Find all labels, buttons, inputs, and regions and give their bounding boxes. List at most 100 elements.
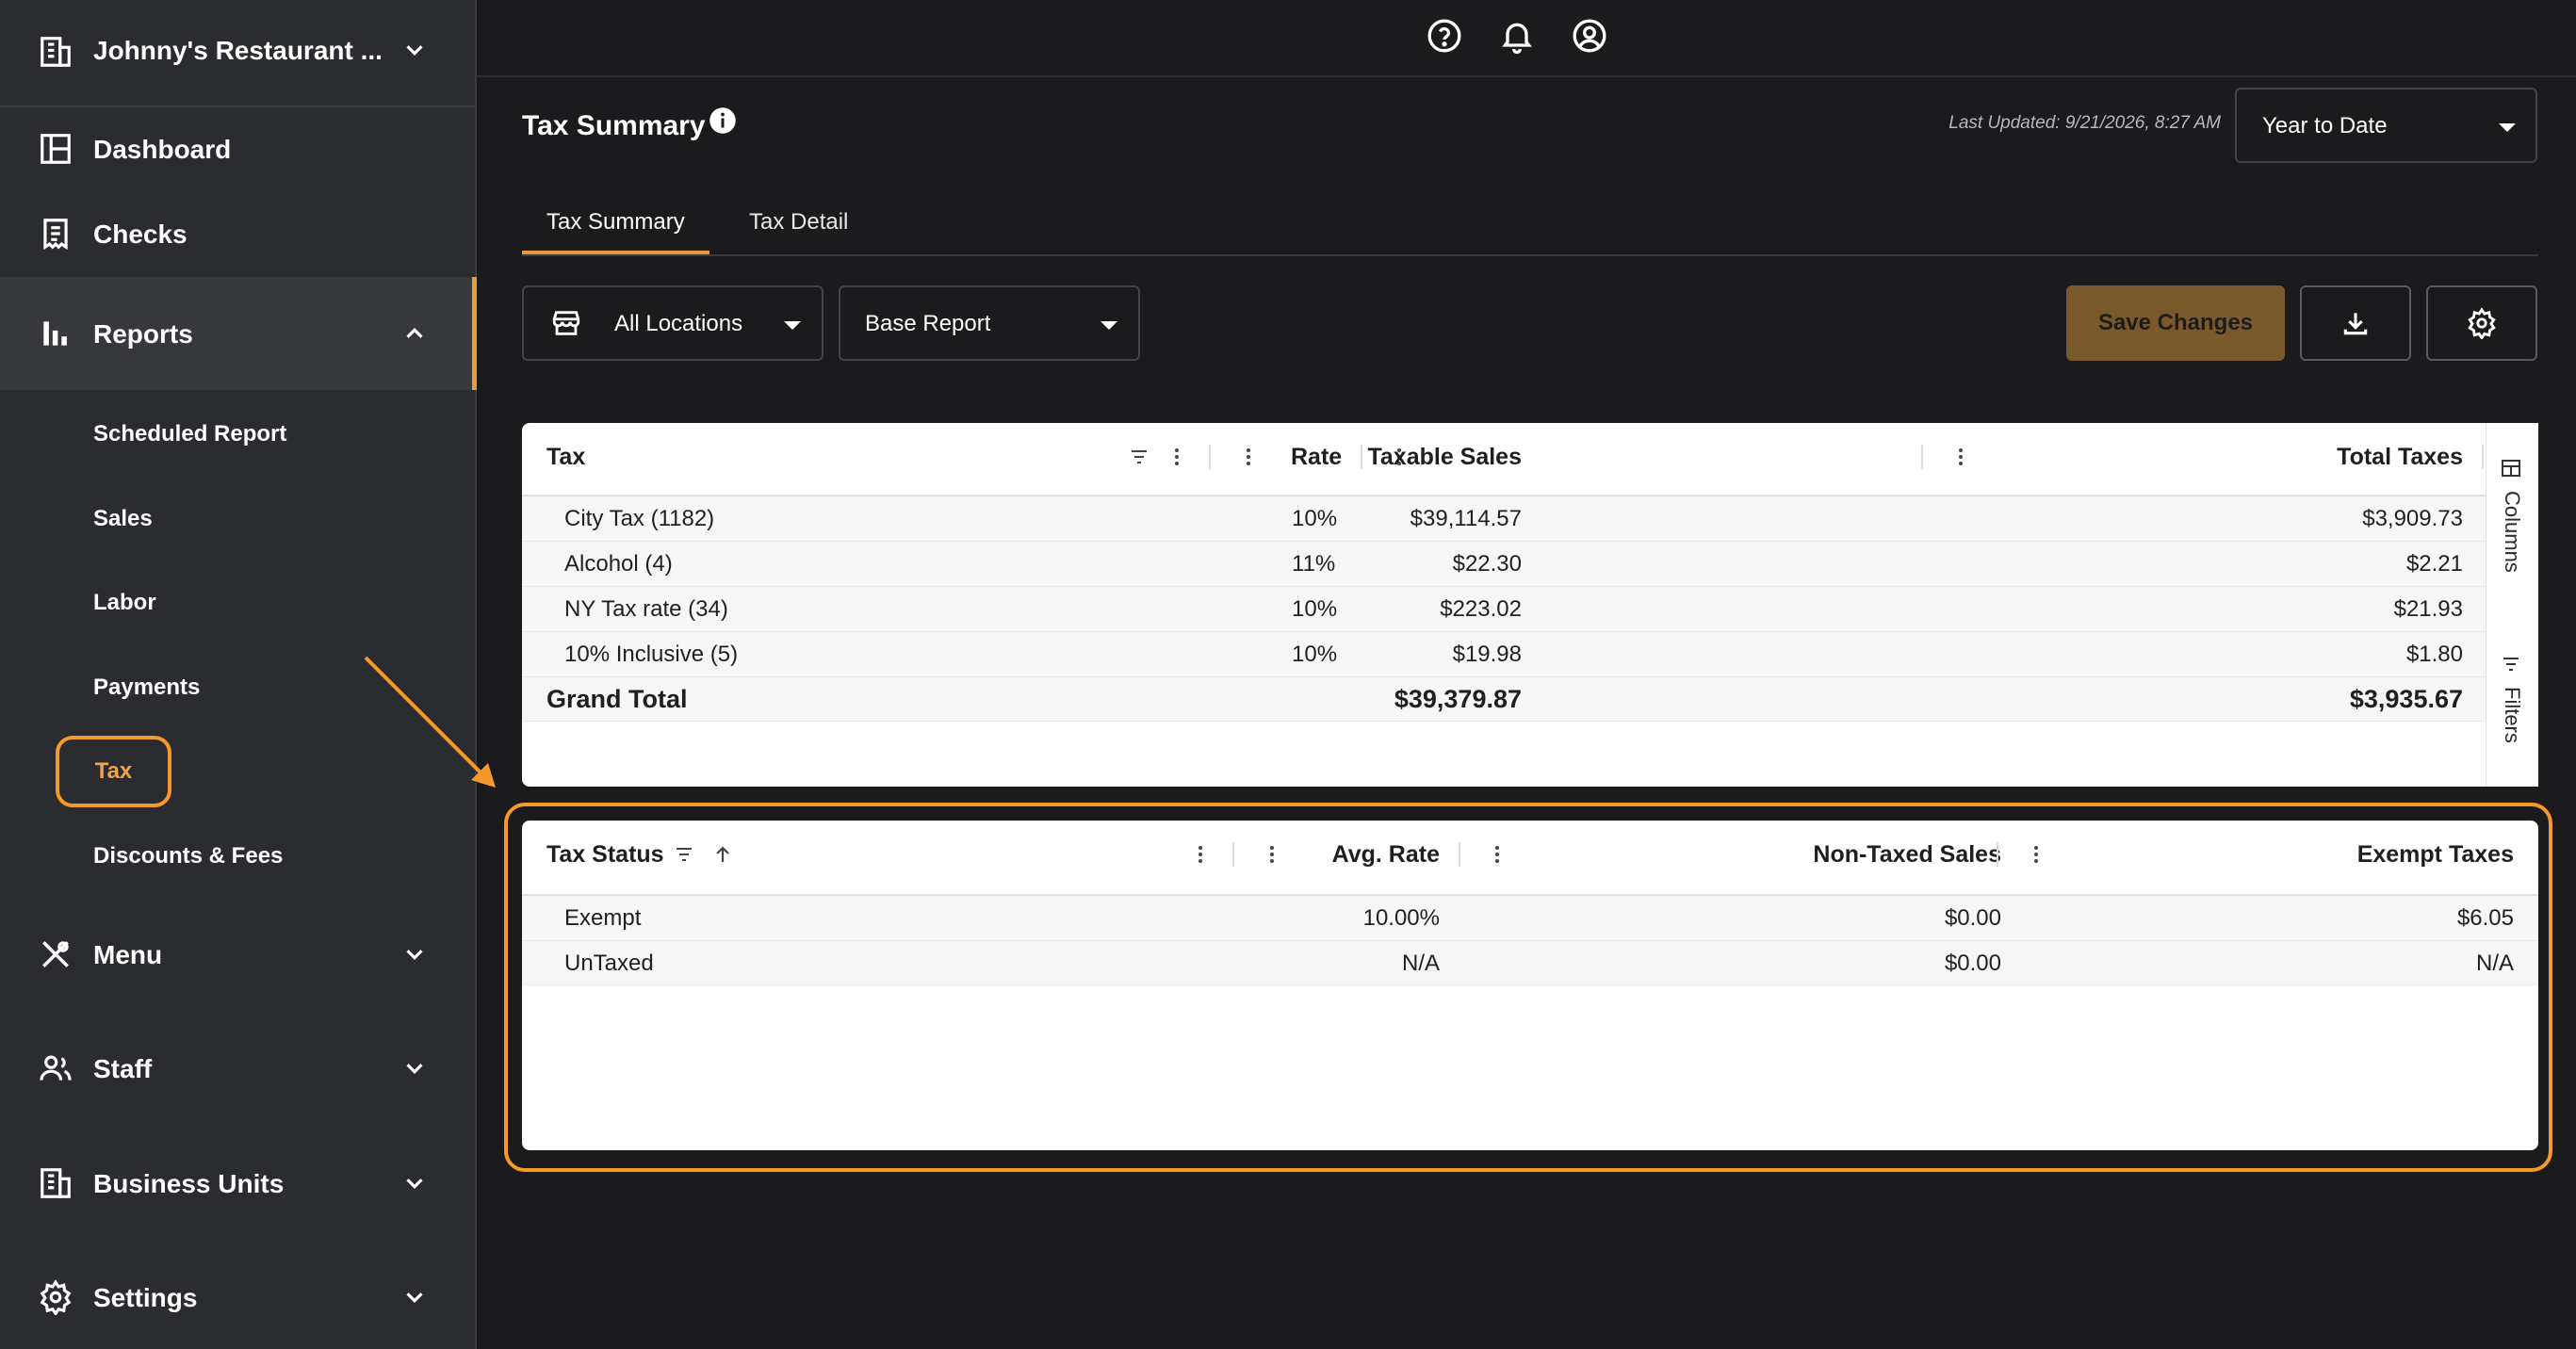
date-range-select[interactable]: Year to Date — [2235, 88, 2537, 163]
column-header-avg-rate[interactable]: Avg. Rate — [1331, 841, 1440, 868]
help-icon[interactable] — [1426, 17, 1463, 55]
sidebar-item-menu[interactable]: Menu — [0, 928, 475, 981]
last-updated-text: Last Updated: 9/21/2026, 8:27 AM — [1948, 113, 2221, 133]
tax-table: Tax Rate Taxable Sales Total Taxes City … — [522, 423, 2538, 787]
chevron-down-icon[interactable] — [400, 36, 429, 64]
cell-total-taxes: $21.93 — [2393, 596, 2463, 622]
header-divider — [522, 495, 2486, 496]
cell-tax-name: NY Tax rate (34) — [564, 596, 728, 622]
table-row[interactable]: UnTaxed N/A $0.00 N/A — [522, 940, 2538, 985]
sidebar-item-label: Checks — [93, 219, 187, 249]
sidebar-subitem-scheduled-report[interactable]: Scheduled Report — [93, 421, 287, 447]
chevron-down-icon[interactable] — [400, 1054, 429, 1082]
column-separator[interactable] — [1232, 842, 1234, 867]
column-menu-icon[interactable] — [1396, 446, 1402, 468]
column-header-total-taxes[interactable]: Total Taxes — [2337, 444, 2463, 470]
column-separator[interactable] — [1997, 842, 1998, 867]
column-separator[interactable] — [2482, 445, 2484, 469]
cell-non-taxed-sales: $0.00 — [1944, 905, 2001, 931]
org-name: Johnny's Restaurant ... — [93, 36, 383, 65]
cell-tax-name: City Tax (1182) — [564, 506, 715, 531]
cell-taxable-sales: $22.30 — [1452, 551, 1522, 577]
table-row[interactable]: City Tax (1182) 10% $39,114.57 $3,909.73 — [522, 496, 2486, 541]
filter-icon[interactable] — [673, 843, 695, 866]
gear-icon — [38, 1279, 73, 1315]
sidebar-item-staff[interactable]: Staff — [0, 1042, 475, 1095]
info-icon[interactable] — [709, 106, 737, 135]
cell-avg-rate: N/A — [1401, 951, 1440, 976]
column-separator[interactable] — [1209, 445, 1211, 469]
column-menu-icon[interactable] — [1494, 843, 1500, 866]
column-header-tax[interactable]: Tax — [546, 444, 586, 470]
column-menu-icon[interactable] — [1269, 843, 1275, 866]
tab-tax-detail[interactable]: Tax Detail — [749, 209, 849, 235]
download-icon — [2340, 308, 2371, 338]
location-select[interactable]: All Locations — [522, 285, 823, 361]
download-button[interactable] — [2300, 285, 2411, 361]
column-header-tax-status[interactable]: Tax Status — [546, 841, 664, 868]
sidebar-item-settings[interactable]: Settings — [0, 1271, 475, 1324]
table-row[interactable]: Alcohol (4) 11% $22.30 $2.21 — [522, 541, 2486, 586]
save-changes-button[interactable]: Save Changes — [2066, 285, 2285, 361]
sidebar-subitem-tax[interactable]: Tax — [56, 736, 171, 807]
org-switcher[interactable]: Johnny's Restaurant ... — [0, 0, 475, 107]
highlight-box — [504, 803, 2552, 1172]
sidebar-item-reports[interactable]: Reports — [0, 277, 477, 390]
chevron-down-icon[interactable] — [400, 1169, 429, 1197]
table-row[interactable]: NY Tax rate (34) 10% $223.02 $21.93 — [522, 586, 2486, 631]
chevron-down-icon[interactable] — [400, 1283, 429, 1311]
column-menu-icon[interactable] — [1246, 446, 1251, 468]
store-icon — [550, 307, 582, 339]
sidebar-item-label: Dashboard — [93, 135, 232, 164]
cell-total-taxes: $2.21 — [2405, 551, 2463, 577]
cell-tax-status: Exempt — [564, 905, 642, 931]
bell-icon[interactable] — [1498, 17, 1536, 55]
report-type-select[interactable]: Base Report — [839, 285, 1140, 361]
cell-taxable-sales: $223.02 — [1440, 596, 1522, 622]
sidebar-item-business-units[interactable]: Business Units — [0, 1157, 475, 1210]
column-header-exempt-taxes[interactable]: Exempt Taxes — [2356, 841, 2514, 868]
cell-exempt-taxes: N/A — [2475, 951, 2514, 976]
cell-tax-status: UnTaxed — [564, 951, 654, 976]
sidebar-item-dashboard[interactable]: Dashboard — [0, 122, 475, 175]
table-row[interactable]: Exempt 10.00% $0.00 $6.05 — [522, 895, 2538, 940]
column-header-non-taxed-sales[interactable]: Non-Taxed Sales — [1813, 841, 2001, 868]
sort-ascending-icon[interactable] — [711, 843, 734, 866]
column-separator[interactable] — [1361, 445, 1362, 469]
chevron-down-icon[interactable] — [400, 940, 429, 968]
location-value: All Locations — [614, 311, 743, 336]
column-menu-icon[interactable] — [1174, 446, 1180, 468]
account-icon[interactable] — [1571, 17, 1608, 55]
column-menu-icon[interactable] — [1958, 446, 1964, 468]
cell-rate: 10% — [1292, 642, 1338, 667]
sidebar-subitem-labor[interactable]: Labor — [93, 590, 156, 615]
column-menu-icon[interactable] — [1198, 843, 1203, 866]
sidebar-subitem-discounts-fees[interactable]: Discounts & Fees — [93, 843, 284, 869]
grand-total-taxes: $3,935.67 — [2349, 685, 2463, 713]
cell-taxable-sales: $39,114.57 — [1410, 506, 1522, 531]
sidebar-item-checks[interactable]: Checks — [0, 207, 475, 260]
chevron-up-icon[interactable] — [400, 319, 429, 348]
settings-button[interactable] — [2426, 285, 2537, 361]
sidebar-item-label: Settings — [93, 1283, 198, 1312]
table-row[interactable]: 10% Inclusive (5) 10% $19.98 $1.80 — [522, 631, 2486, 676]
column-separator[interactable] — [1921, 445, 1923, 469]
sidebar-item-label: Business Units — [93, 1169, 285, 1198]
caret-down-icon — [1101, 321, 1117, 330]
column-header-taxable-sales[interactable]: Taxable Sales — [1367, 444, 1522, 470]
sidebar-subitem-sales[interactable]: Sales — [93, 506, 153, 531]
column-menu-icon[interactable] — [2033, 843, 2039, 866]
grand-total-row: Grand Total $39,379.87 $3,935.67 — [522, 676, 2486, 722]
top-bar — [477, 0, 2576, 77]
sidebar-subitem-payments[interactable]: Payments — [93, 674, 201, 700]
columns-label: Columns — [2501, 491, 2524, 573]
filter-icon[interactable] — [1128, 446, 1150, 468]
column-header-rate[interactable]: Rate — [1291, 444, 1343, 470]
column-separator[interactable] — [1459, 842, 1460, 867]
tab-tax-summary[interactable]: Tax Summary — [546, 209, 685, 235]
cell-tax-name: 10% Inclusive (5) — [564, 642, 739, 667]
filter-icon — [2500, 653, 2522, 675]
sidebar-item-label: Reports — [93, 319, 193, 349]
sidebar-subitem-label: Tax — [94, 758, 133, 784]
columns-icon — [2500, 457, 2522, 479]
